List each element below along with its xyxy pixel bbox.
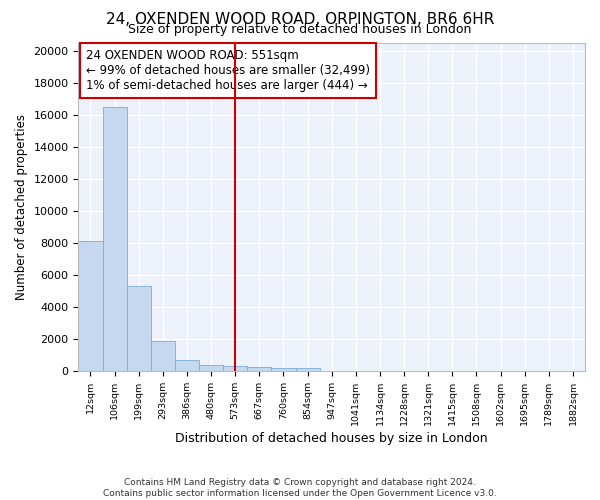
- Bar: [127, 286, 151, 371]
- Bar: [296, 368, 320, 371]
- Bar: [223, 366, 247, 371]
- Bar: [175, 360, 199, 371]
- Bar: [271, 368, 296, 371]
- Y-axis label: Number of detached properties: Number of detached properties: [15, 114, 28, 300]
- Bar: [151, 342, 175, 371]
- X-axis label: Distribution of detached houses by size in London: Distribution of detached houses by size …: [175, 432, 488, 445]
- Bar: [247, 367, 271, 371]
- Text: 24 OXENDEN WOOD ROAD: 551sqm
← 99% of detached houses are smaller (32,499)
1% of: 24 OXENDEN WOOD ROAD: 551sqm ← 99% of de…: [86, 49, 370, 92]
- Bar: [103, 106, 127, 371]
- Text: Contains HM Land Registry data © Crown copyright and database right 2024.
Contai: Contains HM Land Registry data © Crown c…: [103, 478, 497, 498]
- Text: 24, OXENDEN WOOD ROAD, ORPINGTON, BR6 6HR: 24, OXENDEN WOOD ROAD, ORPINGTON, BR6 6H…: [106, 12, 494, 28]
- Bar: [199, 366, 223, 371]
- Bar: [79, 241, 103, 371]
- Text: Size of property relative to detached houses in London: Size of property relative to detached ho…: [128, 22, 472, 36]
